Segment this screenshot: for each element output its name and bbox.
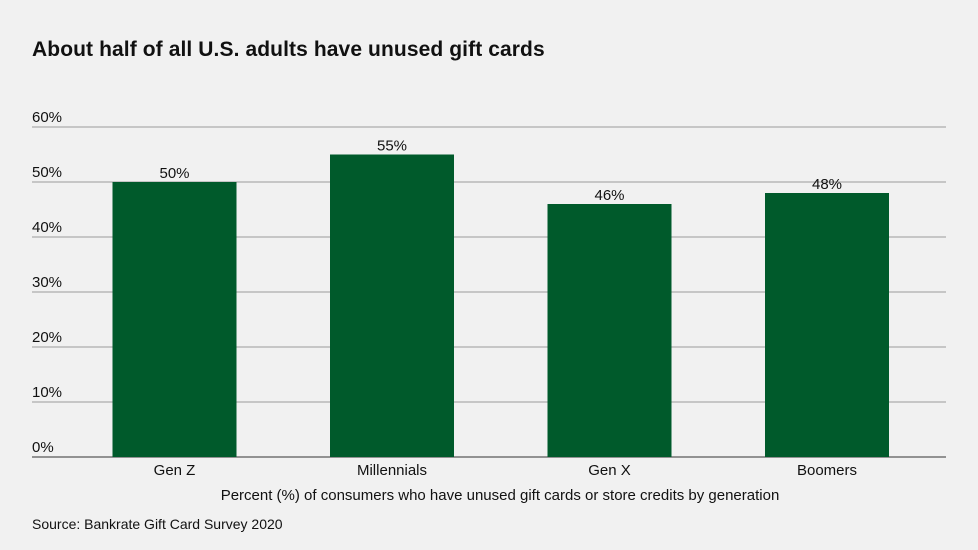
y-tick-label: 20%: [32, 329, 62, 346]
y-axis-ticks: 0% 10% 20% 30% 40% 50% 60%: [32, 109, 62, 456]
category-label: Gen Z: [154, 462, 196, 479]
bar-gen-x: [547, 204, 672, 457]
data-label: 55%: [377, 138, 407, 155]
category-label: Boomers: [797, 462, 857, 479]
data-label: 46%: [594, 187, 624, 204]
y-tick-label: 0%: [32, 439, 54, 456]
bar-boomers: [765, 193, 889, 457]
data-label: 48%: [812, 176, 842, 193]
category-label: Gen X: [588, 462, 631, 479]
y-tick-label: 10%: [32, 384, 62, 401]
data-labels: 50% 55% 46% 48%: [159, 138, 842, 205]
y-tick-label: 60%: [32, 109, 62, 126]
source-note: Source: Bankrate Gift Card Survey 2020: [32, 516, 283, 532]
bar-millennials: [330, 154, 454, 457]
bar-gen-z: [112, 182, 237, 457]
chart-title: About half of all U.S. adults have unuse…: [32, 38, 545, 61]
y-tick-label: 50%: [32, 164, 62, 181]
data-label: 50%: [159, 165, 189, 182]
category-label: Millennials: [357, 462, 427, 479]
category-labels: Gen Z Millennials Gen X Boomers: [154, 462, 857, 479]
y-tick-label: 30%: [32, 274, 62, 291]
y-tick-label: 40%: [32, 219, 62, 236]
x-axis-label: Percent (%) of consumers who have unused…: [221, 487, 780, 504]
bars: [112, 154, 889, 457]
